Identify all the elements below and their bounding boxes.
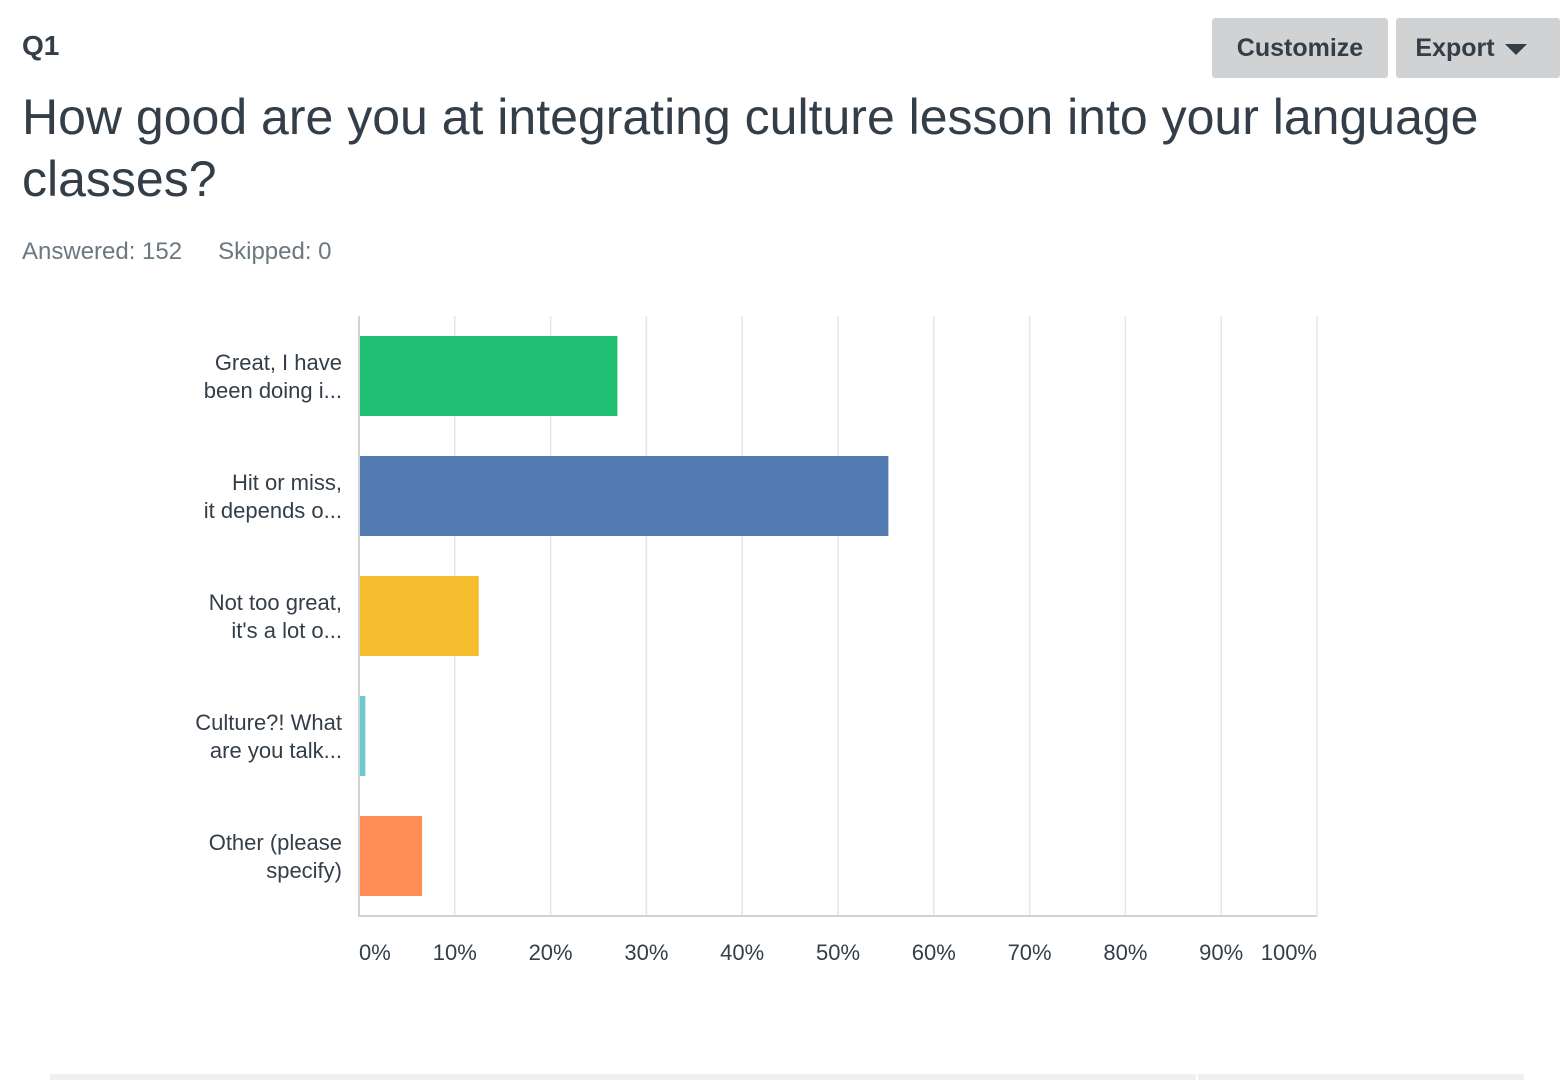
bar [360, 336, 618, 416]
x-tick-label: 90% [1199, 940, 1243, 965]
x-tick-label: 100% [1261, 940, 1317, 965]
x-tick-label: 10% [433, 940, 477, 965]
bar-chart: Great, I have been doing i... Hit or miss,… [195, 316, 1318, 965]
skipped-count: Skipped: 0 [218, 238, 332, 265]
bar [360, 456, 889, 536]
question-title: How good are you at integrating culture … [22, 89, 1479, 207]
x-tick-label: 80% [1103, 940, 1147, 965]
bar [360, 696, 366, 776]
caret-down-icon [1504, 43, 1527, 55]
category-label: Great, I have [215, 350, 342, 375]
question-number: Q1 [22, 30, 60, 61]
bar [360, 576, 479, 656]
x-tick-label: 70% [1008, 940, 1052, 965]
category-label: Hit or miss, [232, 470, 342, 495]
category-label: it depends o... [204, 498, 342, 523]
category-label: been doing i... [204, 378, 342, 403]
bar [360, 816, 423, 896]
x-tick-label: 60% [912, 940, 956, 965]
category-label: specify) [266, 858, 342, 883]
export-label: Export [1415, 33, 1495, 62]
export-button[interactable]: Export [1396, 18, 1560, 78]
x-tick-label: 20% [529, 940, 573, 965]
x-tick-label: 30% [624, 940, 668, 965]
category-label: Not too great, [209, 590, 342, 615]
customize-button[interactable]: Customize [1212, 18, 1388, 78]
x-tick-label: 50% [816, 940, 860, 965]
category-label: it's a lot o... [231, 618, 342, 643]
category-label: are you talk... [210, 738, 342, 763]
answered-count: Answered: 152 [22, 238, 183, 265]
column-separator [1196, 1074, 1198, 1080]
x-tick-label: 40% [720, 940, 764, 965]
category-label: Other (please [209, 830, 342, 855]
category-label: Culture?! What [195, 710, 342, 735]
response-stats: Answered: 152 Skipped: 0 [22, 238, 368, 266]
table-header-bar [50, 1074, 1524, 1080]
x-tick-label: 0% [359, 940, 391, 965]
